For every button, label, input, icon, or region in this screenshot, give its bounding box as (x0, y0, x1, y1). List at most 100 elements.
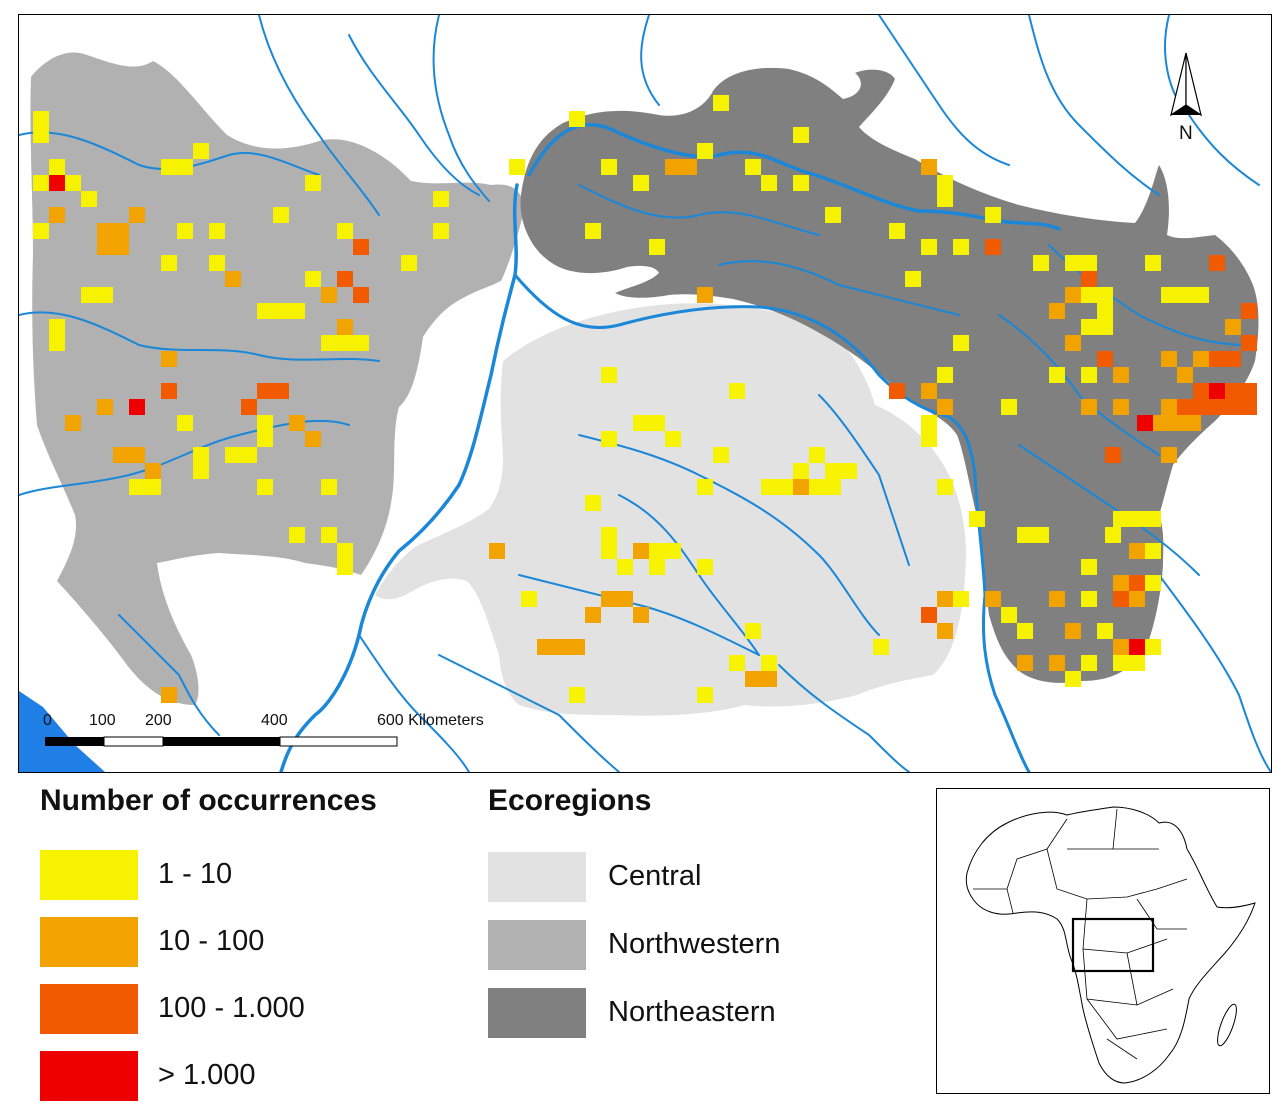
occurrence-cell (1129, 543, 1145, 559)
legend-swatch-northwestern (488, 920, 586, 970)
occurrence-cell (793, 175, 809, 191)
occurrence-cell (681, 159, 697, 175)
ecoregion-legend-title: Ecoregions (488, 784, 652, 817)
occurrence-cell (793, 127, 809, 143)
legend-label-northwestern: Northwestern (608, 928, 781, 960)
occurrence-cell (969, 511, 985, 527)
occurrence-cell (1017, 623, 1033, 639)
occurrence-cell (1097, 623, 1113, 639)
occurrence-cell (193, 143, 209, 159)
occurrence-cell (1105, 447, 1121, 463)
occurrence-cell (761, 655, 777, 671)
occurrence-cell (793, 479, 809, 495)
occurrence-cell (1081, 559, 1097, 575)
occurrence-cell (953, 335, 969, 351)
occurrence-cell (177, 159, 193, 175)
occurrence-cell (1129, 511, 1145, 527)
occurrence-cell (745, 671, 761, 687)
occurrence-cell (1113, 639, 1129, 655)
occurrence-cell (1001, 399, 1017, 415)
occurrence-cell (1113, 655, 1129, 671)
occurrence-cell (1113, 511, 1129, 527)
occurrence-cell (1081, 255, 1097, 271)
occurrence-cell (209, 255, 225, 271)
occurrence-cell (633, 415, 649, 431)
occurrence-cell (1241, 383, 1257, 399)
ecoregion-central (375, 303, 966, 716)
occurrence-cell (1145, 511, 1161, 527)
occurrence-cell (809, 479, 825, 495)
occurrence-cell (1161, 399, 1177, 415)
occurrence-cell (921, 431, 937, 447)
occurrence-cell (81, 287, 97, 303)
occurrence-cell (33, 111, 49, 127)
occurrence-cell (825, 207, 841, 223)
occurrence-cell (633, 607, 649, 623)
map-canvas: 0 100 200 400 600 Kilometers N (19, 15, 1271, 772)
occurrence-cell (569, 687, 585, 703)
occurrence-cell (257, 431, 273, 447)
occurrence-cell (937, 623, 953, 639)
occurrence-cell (129, 479, 145, 495)
occurrence-cell (49, 319, 65, 335)
occurrence-cell (1097, 351, 1113, 367)
ocean-area (19, 691, 105, 772)
occurrence-cell (1225, 383, 1241, 399)
occurrence-cell (337, 271, 353, 287)
occurrence-cell (1017, 527, 1033, 543)
occurrence-cell (633, 175, 649, 191)
legend-label-gt-1000: > 1.000 (158, 1059, 256, 1091)
occurrence-cell (953, 239, 969, 255)
occurrence-cell (601, 159, 617, 175)
occurrence-cell (353, 287, 369, 303)
occurrence-cell (617, 559, 633, 575)
africa-inset-map (936, 788, 1270, 1094)
occurrence-cell (649, 559, 665, 575)
occurrence-cell (273, 303, 289, 319)
occurrence-cell (337, 319, 353, 335)
occurrence-cell (65, 415, 81, 431)
occurrence-cell (585, 607, 601, 623)
occurrence-cell (761, 479, 777, 495)
occurrence-cell (337, 559, 353, 575)
occurrence-cell (889, 383, 905, 399)
occurrence-cell (601, 367, 617, 383)
occurrence-cell (985, 591, 1001, 607)
legend-swatch-central (488, 852, 586, 902)
occurrence-cell (713, 447, 729, 463)
occurrence-cell (921, 159, 937, 175)
occurrence-cell (1161, 351, 1177, 367)
legend-label-10-100: 10 - 100 (158, 925, 265, 957)
occurrence-cell (601, 591, 617, 607)
occurrence-cell (129, 207, 145, 223)
occurrence-cell (33, 223, 49, 239)
occurrence-cell (1081, 655, 1097, 671)
occurrence-cell (321, 287, 337, 303)
occurrence-cell (337, 223, 353, 239)
legend-label-100-1000: 100 - 1.000 (158, 992, 305, 1024)
occurrence-cell (1081, 367, 1097, 383)
occurrence-cell (1161, 287, 1177, 303)
occurrence-cell (1193, 287, 1209, 303)
occurrence-cell (1193, 351, 1209, 367)
ubangi-river (513, 273, 1031, 772)
occurrence-cell (697, 687, 713, 703)
occurrence-cell (1145, 575, 1161, 591)
occurrence-cell (1169, 415, 1185, 431)
scale-tick-200: 200 (145, 712, 172, 729)
occurrence-cell (617, 591, 633, 607)
occurrence-cell (1097, 303, 1113, 319)
occurrence-cell (257, 303, 273, 319)
occurrence-cell (1017, 655, 1033, 671)
occurrence-cell (537, 639, 553, 655)
occurrence-cell (729, 383, 745, 399)
occurrence-cell (1081, 287, 1097, 303)
occurrence-cell (1113, 367, 1129, 383)
occurrence-cell (1065, 335, 1081, 351)
occurrence-cell (1081, 271, 1097, 287)
occurrence-cell (177, 415, 193, 431)
occurrence-cell (321, 527, 337, 543)
occurrence-cell (257, 415, 273, 431)
occurrence-cell (1145, 543, 1161, 559)
occurrence-cell (921, 607, 937, 623)
